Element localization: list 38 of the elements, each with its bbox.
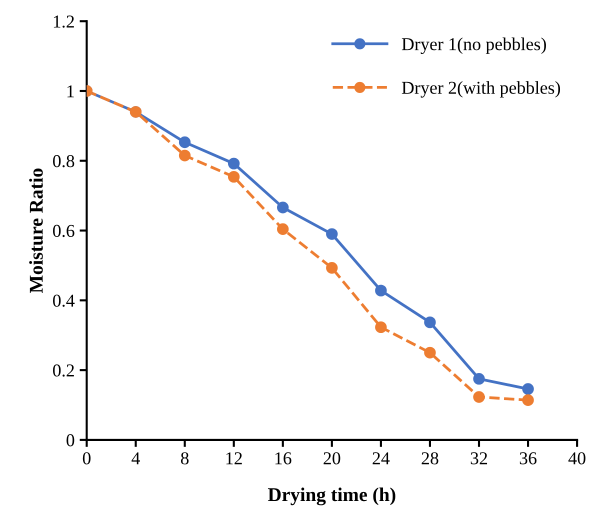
point: [326, 228, 338, 240]
point: [424, 346, 436, 359]
point: [522, 394, 534, 406]
legend-label: Dryer 2(with pebbles): [402, 81, 560, 98]
y-tick-label: 1: [67, 85, 74, 98]
x-tick-label: 4: [132, 452, 140, 464]
x-tick-label: 12: [226, 452, 242, 464]
point: [277, 223, 289, 235]
y-tick-label: 0.6: [53, 224, 74, 238]
x-tick-label: 28: [422, 452, 438, 464]
y-tick-label: 0: [66, 434, 74, 446]
point: [178, 136, 191, 148]
x-axis-title: Drying time (h): [268, 488, 396, 506]
y-tick-label: 0.2: [53, 364, 74, 377]
x-tick-label: 40: [568, 452, 586, 464]
point: [228, 158, 240, 170]
point: [228, 170, 240, 183]
x-tick-label: 20: [324, 452, 340, 464]
x-tick-label: 36: [520, 452, 537, 464]
x-tick-label: 8: [180, 452, 189, 464]
point: [473, 372, 485, 385]
legend-label: Dryer 1(no pebbles): [402, 38, 546, 54]
point: [277, 202, 289, 214]
x-tick-label: 0: [82, 452, 91, 464]
point: [326, 262, 338, 274]
x-tick-label: 16: [275, 452, 292, 464]
point: [424, 316, 436, 328]
x-tick-label: 32: [470, 452, 488, 464]
point: [375, 321, 387, 334]
x-tick-label: 24: [372, 452, 390, 464]
point: [375, 284, 387, 296]
point: [473, 391, 485, 403]
point: [178, 150, 191, 162]
y-tick-label: 0.8: [53, 155, 74, 168]
y-axis-title: Moisture Ratio: [29, 168, 43, 293]
y-tick-label: 1.2: [54, 16, 74, 28]
point: [522, 383, 534, 395]
y-tick-label: 0.4: [53, 294, 75, 307]
